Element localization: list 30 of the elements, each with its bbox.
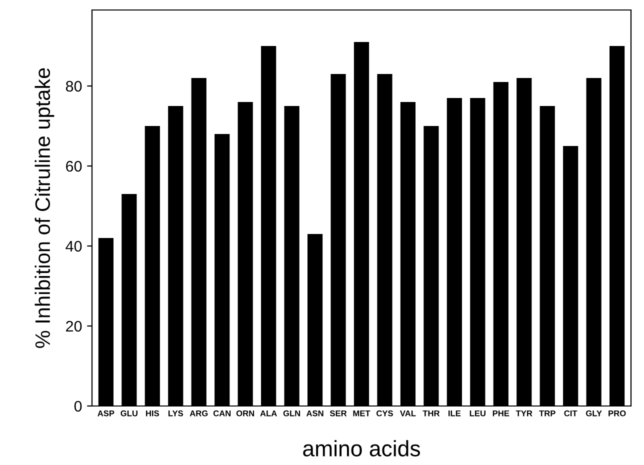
x-tick-label: SER xyxy=(330,410,347,416)
x-tick-label: CIT xyxy=(564,410,578,416)
x-tick-label: GLY xyxy=(586,410,602,416)
x-tick-label: ORN xyxy=(236,410,254,416)
x-tick-label: VAL xyxy=(400,410,416,416)
y-tick-label: 0 xyxy=(74,400,82,412)
x-tick-label: GLN xyxy=(283,410,300,416)
x-axis-title: amino acids xyxy=(303,440,420,456)
y-tick-label: 60 xyxy=(66,160,82,172)
x-tick-label: ASN xyxy=(306,410,324,416)
y-tick-label: 40 xyxy=(66,240,82,252)
y-tick-label: 20 xyxy=(66,320,82,332)
y-tick-label: 80 xyxy=(66,80,82,92)
x-tick-label: CAN xyxy=(213,410,231,416)
x-tick-label: ALA xyxy=(260,410,277,416)
x-tick-label: GLU xyxy=(120,410,138,416)
x-tick-label: TYR xyxy=(516,410,532,416)
x-tick-label: TRP xyxy=(539,410,556,416)
y-axis-title: % Inhibition of Citruline uptake xyxy=(34,68,54,348)
x-tick-label: ILE xyxy=(448,410,461,416)
x-tick-label: CYS xyxy=(376,410,393,416)
x-tick-label: PRO xyxy=(608,410,626,416)
x-tick-label: ARG xyxy=(190,410,208,416)
x-tick-label: PHE xyxy=(492,410,510,416)
x-tick-label: THR xyxy=(422,410,440,416)
x-tick-label: MET xyxy=(353,410,370,416)
x-tick-label: LEU xyxy=(470,410,486,416)
x-tick-label: ASP xyxy=(98,410,114,416)
x-tick-label: LYS xyxy=(168,410,184,416)
x-tick-label: HIS xyxy=(146,410,160,416)
